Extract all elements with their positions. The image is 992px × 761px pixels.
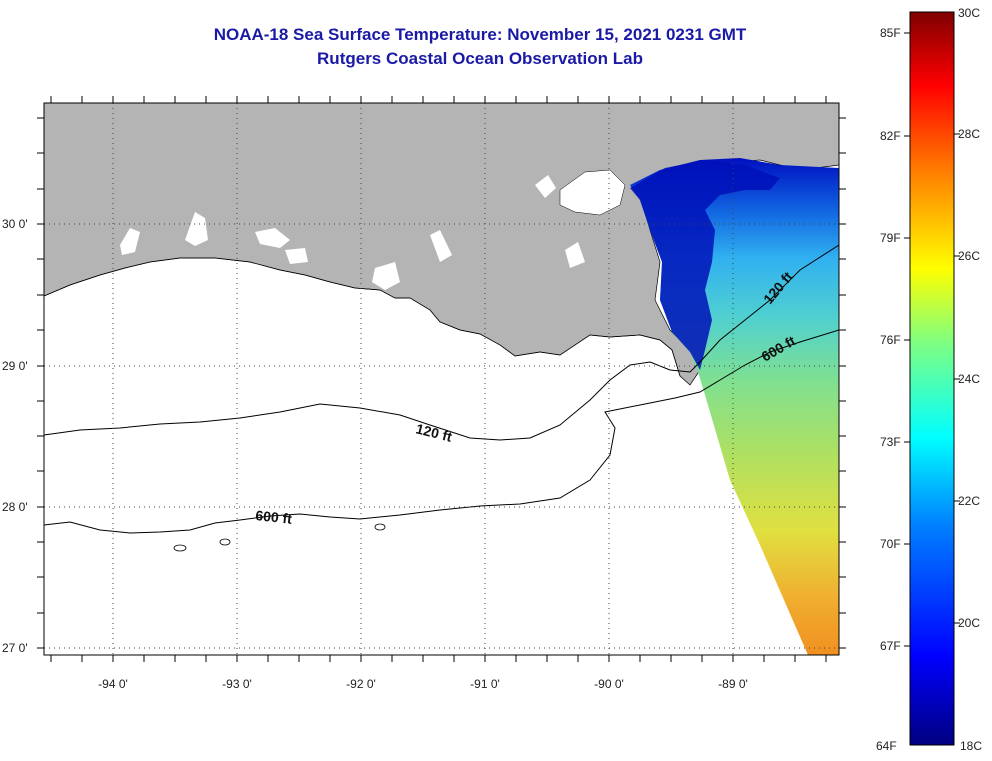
lon-label: -93 0': [222, 677, 252, 691]
colorbar-f-label: 85F: [880, 26, 901, 40]
colorbar-f-label: 76F: [880, 333, 901, 347]
coastline: [44, 257, 681, 377]
lake: [565, 242, 585, 268]
colorbar-f-label: 70F: [880, 537, 901, 551]
map-title: NOAA-18 Sea Surface Temperature: Novembe…: [213, 25, 747, 44]
contour-120ft: [44, 244, 839, 441]
colorbar-f-label: 73F: [880, 435, 901, 449]
colorbar-f-label: 67F: [880, 639, 901, 653]
map-subtitle: Rutgers Coastal Ocean Observation Lab: [317, 49, 643, 68]
colorbar-c-label: 26C: [958, 249, 980, 263]
colorbar-ticks: [904, 32, 960, 647]
lake: [430, 230, 452, 262]
colorbar-c-label: 22C: [958, 494, 980, 508]
colorbar-f-label: 64F: [876, 739, 897, 753]
lat-label: 29 0': [2, 359, 28, 373]
lake: [255, 228, 290, 248]
lon-label: -89 0': [718, 677, 748, 691]
contour-600ft: [44, 329, 839, 534]
lon-label: -91 0': [470, 677, 500, 691]
lat-label: 30 0': [2, 217, 28, 231]
lon-label: -94 0': [98, 677, 128, 691]
colorbar-c-label: 24C: [958, 372, 980, 386]
colorbar-f-label: 82F: [880, 129, 901, 143]
lake: [185, 212, 208, 246]
colorbar-f-label: 79F: [880, 231, 901, 245]
contour-label-600ft: 600 ft: [255, 507, 293, 527]
lat-label: 28 0': [2, 500, 28, 514]
lake: [535, 175, 556, 198]
lake: [120, 228, 140, 255]
grid-lines: [44, 103, 839, 655]
map-frame: [43, 102, 840, 656]
lon-label: -92 0': [346, 677, 376, 691]
axis-ticks: [37, 96, 846, 662]
lake: [285, 248, 308, 264]
colorbar-c-label: 20C: [958, 616, 980, 630]
colorbar-c-label: 30C: [958, 6, 980, 20]
lat-label: 27 0': [2, 641, 28, 655]
sst-nearshore-cold: [630, 160, 780, 370]
lon-label: -90 0': [594, 677, 624, 691]
lake: [372, 262, 400, 290]
colorbar-c-label: 28C: [958, 127, 980, 141]
colorbar-c-label: 18C: [960, 739, 982, 753]
colorbar: [909, 11, 955, 746]
